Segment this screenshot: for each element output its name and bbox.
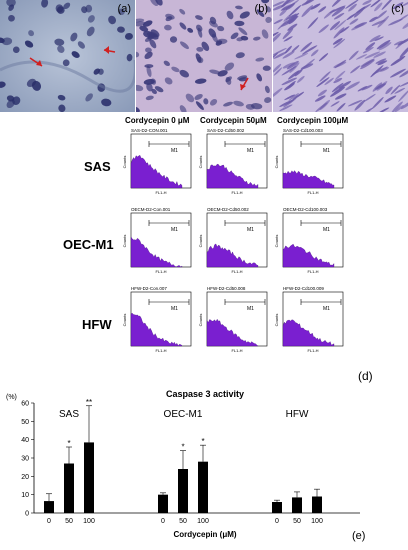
bar [292, 497, 302, 513]
histogram-filename: HFW-D2-Cd50.008 [207, 286, 246, 291]
category-label: 0 [161, 518, 165, 525]
micrograph-b-image [136, 0, 272, 112]
y-axis-label: Counts [274, 314, 279, 327]
y-axis-label: Counts [122, 235, 127, 248]
x-axis-label: FL1-H [307, 190, 318, 195]
y-axis-label: Counts [274, 235, 279, 248]
row-label-oec-m1: OEC-M1 [63, 237, 114, 252]
histogram-1-0: OECM-D2-Con.001 M1 Counts FL1-H [122, 207, 192, 274]
histogram-filename: OECM-D2-Con.001 [131, 207, 171, 212]
panel-e-label: (e) [352, 530, 365, 542]
bar [312, 496, 322, 513]
histogram-filename: OECM-D2-Cd100.003 [283, 207, 328, 212]
y-axis-label: Counts [122, 156, 127, 169]
micrograph-c-label: (c) [391, 3, 404, 15]
histogram-filename: SAS-D2-CON.001 [131, 128, 168, 133]
group-label: OEC-M1 [164, 409, 203, 420]
y-tick-label: 60 [21, 401, 29, 408]
histogram-filename: SAS-D2-Cd50.002 [207, 128, 245, 133]
gate-label: M1 [247, 227, 254, 233]
x-axis-label: FL1-H [231, 190, 242, 195]
histogram-2-2: HFW-D2-Cd100.009 M1 Counts FL1-H [274, 286, 344, 353]
histogram-2-0: HFW-D2-Con.007 M1 Counts FL1-H [122, 286, 192, 353]
category-label: 50 [293, 518, 301, 525]
gate-label: M1 [171, 148, 178, 154]
significance-mark: * [181, 443, 184, 452]
chart-title: Caspase 3 activity [166, 389, 244, 399]
y-tick-label: 20 [21, 474, 29, 481]
x-axis-label: FL1-H [155, 269, 166, 274]
x-axis-label: FL1-H [307, 348, 318, 353]
y-axis-label: Counts [274, 156, 279, 169]
histogram-filename: SAS-D2-Cd100.003 [283, 128, 323, 133]
column-header-0: Cordycepin 0 μM [125, 116, 190, 125]
micrograph-b: (b) [136, 0, 272, 112]
significance-mark: * [201, 437, 204, 446]
bar [84, 442, 94, 513]
category-label: 0 [275, 518, 279, 525]
category-label: 100 [197, 518, 209, 525]
histogram-1-2: OECM-D2-Cd100.003 M1 Counts FL1-H [274, 207, 344, 274]
y-axis-label: Counts [198, 156, 203, 169]
y-tick-label: 0 [25, 511, 29, 518]
significance-mark: * [67, 439, 70, 448]
row-label-sas: SAS [84, 159, 111, 174]
bar [44, 501, 54, 513]
micrograph-a-label: (a) [117, 3, 131, 15]
bar [158, 494, 168, 513]
y-tick-label: 30 [21, 456, 29, 463]
micrograph-c: (c) [273, 0, 408, 112]
category-label: 0 [47, 518, 51, 525]
gate-label: M1 [323, 306, 330, 312]
histogram-filename: HFW-D2-Con.007 [131, 286, 167, 291]
significance-mark: ** [86, 398, 92, 407]
histogram-2-1: HFW-D2-Cd50.008 M1 Counts FL1-H [198, 286, 268, 353]
category-label: 50 [179, 518, 187, 525]
panel-d-label: (d) [358, 369, 373, 383]
bar [178, 469, 188, 513]
gate-label: M1 [247, 306, 254, 312]
category-label: 100 [311, 518, 323, 525]
category-label: 50 [65, 518, 73, 525]
micrograph-a: (a) [0, 0, 135, 112]
column-header-1: Cordycepin 50μM [200, 116, 267, 125]
x-axis-label: FL1-H [231, 269, 242, 274]
gate-label: M1 [171, 227, 178, 233]
micrograph-a-image [0, 0, 135, 112]
histogram-0-0: SAS-D2-CON.001 M1 Counts FL1-H [122, 128, 192, 195]
histogram-0-2: SAS-D2-Cd100.003 M1 Counts FL1-H [274, 128, 344, 195]
gate-label: M1 [247, 148, 254, 154]
micrograph-b-label: (b) [254, 3, 268, 15]
gate-label: M1 [171, 306, 178, 312]
x-axis-label: FL1-H [307, 269, 318, 274]
caspase-chart-svg: Caspase 3 activity (%) 0 10 20 30 40 50 60 SAS 0 * 5… [6, 389, 365, 542]
y-tick-label: 40 [21, 437, 29, 444]
y-axis-unit: (%) [6, 394, 17, 401]
gate-label: M1 [323, 227, 330, 233]
histogram-filename: OECM-D2-Cd50.002 [207, 207, 249, 212]
histogram-0-1: SAS-D2-Cd50.002 M1 Counts FL1-H [198, 128, 268, 195]
gate-label: M1 [323, 148, 330, 154]
group-label: SAS [59, 409, 79, 420]
y-axis-label: Counts [198, 314, 203, 327]
x-axis-label: FL1-H [231, 348, 242, 353]
bar [198, 461, 208, 513]
micrograph-c-image [273, 0, 408, 112]
histogram-1-1: OECM-D2-Cd50.002 M1 Counts FL1-H [198, 207, 268, 274]
row-label-hfw: HFW [82, 317, 112, 332]
column-header-2: Cordycepin 100μM [277, 116, 349, 125]
y-axis-label: Counts [198, 235, 203, 248]
y-tick-label: 10 [21, 492, 29, 499]
category-label: 100 [83, 518, 95, 525]
bar [64, 463, 74, 513]
x-axis-label: FL1-H [155, 348, 166, 353]
y-tick-label: 50 [21, 419, 29, 426]
bar [272, 502, 282, 513]
group-label: HFW [286, 409, 309, 420]
histogram-filename: HFW-D2-Cd100.009 [283, 286, 324, 291]
flow-histograms: SAS-D2-CON.001M1CountsFL1-HSAS-D2-Cd50.0… [122, 128, 344, 353]
x-axis-label: FL1-H [155, 190, 166, 195]
y-axis-label: Counts [122, 314, 127, 327]
x-axis-title: Cordycepin (μM) [173, 530, 236, 539]
